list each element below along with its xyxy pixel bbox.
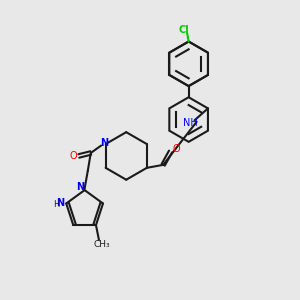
Text: N: N	[76, 182, 84, 192]
Text: CH₃: CH₃	[94, 240, 110, 249]
Text: NH: NH	[183, 118, 197, 128]
Text: Cl: Cl	[179, 25, 190, 34]
Text: N: N	[56, 199, 64, 208]
Text: H: H	[52, 200, 59, 209]
Text: O: O	[69, 151, 77, 161]
Text: O: O	[172, 143, 180, 154]
Text: N: N	[100, 138, 108, 148]
